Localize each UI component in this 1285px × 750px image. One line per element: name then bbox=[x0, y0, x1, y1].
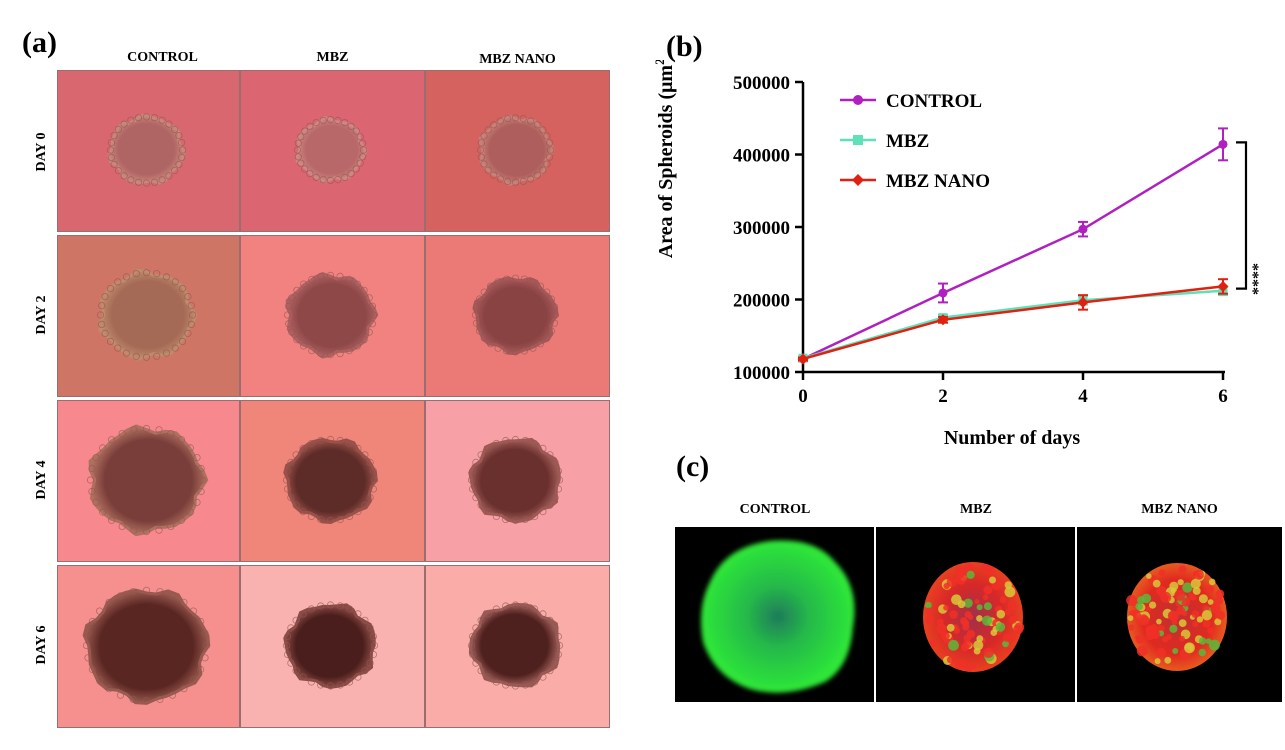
data-point bbox=[1217, 280, 1229, 292]
panel-a-col-mbz: MBZ bbox=[316, 50, 349, 65]
panel-a-row-day6: DAY 6 bbox=[34, 625, 49, 665]
panel-a-row-day0: DAY 0 bbox=[34, 132, 49, 172]
y-tick-label: 100000 bbox=[733, 363, 790, 384]
x-tick-label: 2 bbox=[938, 386, 948, 407]
x-axis-label: Number of days bbox=[944, 427, 1081, 449]
legend-label: MBZ NANO bbox=[886, 171, 990, 192]
panel-a-col-control: CONTROL bbox=[127, 50, 198, 65]
panel-c-col-mbz-nano: MBZ NANO bbox=[1141, 502, 1218, 517]
y-tick-label: 300000 bbox=[733, 218, 790, 239]
tile-day2-control bbox=[57, 235, 240, 397]
panel-a-label: (a) bbox=[22, 26, 57, 59]
legend-marker bbox=[853, 95, 863, 105]
series-mbz bbox=[798, 285, 1228, 363]
area-line-chart: 100000 200000 300000 400000 500000 0 2 4 6 CONTR… bbox=[652, 60, 1267, 449]
significance-marker: **** bbox=[1250, 263, 1267, 295]
legend-label: CONTROL bbox=[886, 91, 982, 112]
tile-day2-mbz-nano bbox=[425, 235, 610, 397]
panel-b-label: (b) bbox=[666, 30, 703, 63]
tile-day6-mbz bbox=[240, 565, 425, 728]
data-point bbox=[937, 314, 949, 326]
x-tick-label: 4 bbox=[1078, 386, 1088, 407]
series-mbz-nano bbox=[797, 278, 1229, 365]
series-line bbox=[802, 143, 1224, 361]
panel-c-col-control: CONTROL bbox=[739, 502, 811, 517]
y-axis-label: Area of Spheroids (μm2) bbox=[652, 60, 677, 258]
data-point bbox=[938, 288, 948, 298]
data-point bbox=[1078, 224, 1088, 234]
tile-day4-control bbox=[57, 400, 240, 562]
legend-marker bbox=[853, 135, 863, 145]
data-point bbox=[797, 353, 809, 365]
tile-day6-mbz-nano bbox=[425, 565, 610, 728]
tile-day0-mbz-nano bbox=[425, 70, 610, 232]
series-line bbox=[802, 289, 1224, 360]
tile-day0-mbz bbox=[240, 70, 425, 232]
data-point bbox=[1077, 296, 1089, 308]
tile-day2-mbz bbox=[240, 235, 425, 397]
panel-a-col-mbz-nano: MBZ NANO bbox=[479, 52, 556, 67]
tile-day0-control bbox=[57, 70, 240, 232]
series-control bbox=[798, 127, 1228, 364]
panel-c-col-mbz: MBZ bbox=[960, 502, 992, 517]
panel-a-row-day4: DAY 4 bbox=[34, 460, 49, 500]
legend-label: MBZ bbox=[886, 131, 929, 152]
fluorescence-mbz-nano bbox=[1077, 527, 1282, 702]
legend-marker bbox=[852, 174, 864, 186]
tile-day4-mbz bbox=[240, 400, 425, 562]
series-line bbox=[802, 285, 1224, 361]
data-point bbox=[1218, 139, 1228, 149]
significance-bracket bbox=[1236, 141, 1248, 290]
legend-entry-mbz: MBZ bbox=[840, 131, 929, 152]
panel-c-label: (c) bbox=[676, 450, 710, 483]
tile-day4-mbz-nano bbox=[425, 400, 610, 562]
legend-entry-mbz-nano: MBZ NANO bbox=[840, 171, 990, 192]
y-tick-label: 200000 bbox=[733, 291, 790, 312]
fluorescence-mbz bbox=[876, 527, 1075, 702]
panel-a-row-day2: DAY 2 bbox=[34, 295, 49, 335]
fluorescence-control bbox=[675, 527, 874, 702]
y-tick-label: 400000 bbox=[733, 146, 790, 167]
x-tick-label: 6 bbox=[1218, 386, 1228, 407]
x-tick-label: 0 bbox=[798, 386, 808, 407]
y-tick-label: 500000 bbox=[733, 73, 790, 94]
tile-day6-control bbox=[57, 565, 240, 728]
legend-entry-control: CONTROL bbox=[840, 91, 982, 112]
